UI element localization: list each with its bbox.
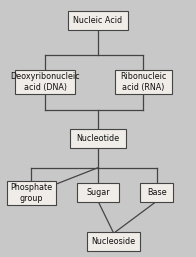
FancyBboxPatch shape <box>140 183 173 203</box>
FancyBboxPatch shape <box>68 11 128 30</box>
FancyBboxPatch shape <box>77 183 119 203</box>
FancyBboxPatch shape <box>70 129 126 149</box>
FancyBboxPatch shape <box>87 232 140 251</box>
Text: Phosphate
group: Phosphate group <box>10 183 52 203</box>
FancyBboxPatch shape <box>7 180 56 205</box>
Text: Base: Base <box>147 188 167 197</box>
Text: Deoxyribonucleic
acid (DNA): Deoxyribonucleic acid (DNA) <box>10 72 80 92</box>
FancyBboxPatch shape <box>15 70 75 94</box>
Text: Nucleoside: Nucleoside <box>92 237 136 246</box>
Text: Nucleotide: Nucleotide <box>76 134 120 143</box>
FancyBboxPatch shape <box>115 70 172 94</box>
Text: Sugar: Sugar <box>86 188 110 197</box>
Text: Nucleic Acid: Nucleic Acid <box>74 16 122 25</box>
Text: Ribonucleic
acid (RNA): Ribonucleic acid (RNA) <box>120 72 166 92</box>
